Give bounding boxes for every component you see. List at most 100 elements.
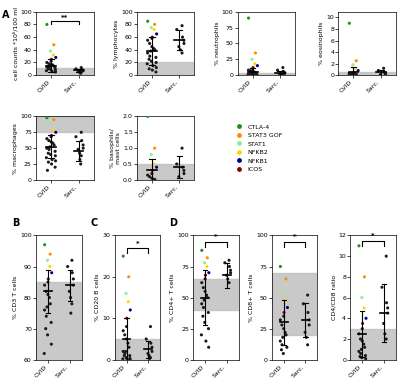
Point [277,264,284,270]
Point [147,323,154,330]
Point [227,267,234,273]
Text: *: * [136,240,139,247]
Point [179,23,185,29]
Point [152,47,158,53]
Point [198,332,205,338]
Point [154,31,160,37]
Point [47,251,53,257]
Point [346,72,352,78]
Point [146,56,152,63]
Point [78,65,84,71]
Point [148,25,154,31]
Y-axis label: % lymphocytes: % lymphocytes [114,19,119,68]
Point [359,355,365,361]
Point [353,57,360,64]
Point [41,350,48,357]
Point [249,56,255,63]
Bar [36,117,94,132]
Point [51,117,57,123]
Point [247,68,254,74]
Point [46,294,52,301]
Point [127,356,133,362]
Point [144,50,151,56]
Point [181,37,187,43]
Point [358,346,364,353]
Point [177,47,184,53]
Point [48,341,54,347]
Point [245,71,252,77]
Point [153,69,159,75]
Point [49,156,55,163]
Text: A: A [2,10,10,20]
Point [44,21,50,27]
Point [53,129,59,135]
Point [45,150,52,156]
Point [252,61,258,67]
Point [251,69,258,75]
Point [46,61,52,67]
Point [123,355,129,361]
Point [147,355,154,361]
Point [226,280,232,286]
Point [351,69,357,75]
Point [43,68,50,74]
Point [144,113,151,120]
Point [179,145,185,151]
Text: B: B [12,218,19,228]
Point [48,161,55,167]
Point [48,66,54,73]
Point [362,352,369,359]
Point [303,334,310,341]
Point [48,132,55,138]
Point [120,356,126,362]
Point [46,264,53,270]
Bar [338,72,396,75]
Point [44,145,50,151]
Point [52,164,58,170]
Point [48,134,54,140]
Point [305,309,311,316]
Point [44,304,50,310]
Point [382,70,389,77]
Point [123,323,130,330]
Point [377,72,384,78]
Bar [193,279,239,310]
Point [48,269,55,276]
Text: C: C [90,218,98,228]
Point [146,174,153,180]
Point [362,355,369,362]
Point [51,41,57,48]
Y-axis label: % CD8+ T cells: % CD8+ T cells [249,273,254,322]
Point [179,34,186,40]
Point [50,126,56,132]
Point [149,67,156,73]
Point [48,58,54,65]
Point [47,63,53,70]
Point [149,170,155,177]
Point [284,344,290,350]
Text: *: * [371,233,375,239]
Point [51,63,57,70]
Point [52,69,59,75]
Bar [36,282,82,360]
Point [359,338,366,344]
Point [51,142,57,148]
Point [80,145,86,151]
Legend: CTLA-4, STAT3 GOF, STAT1, NFKB2, NFKB1, ICOS: CTLA-4, STAT3 GOF, STAT1, NFKB2, NFKB1, … [233,124,282,172]
Point [358,294,365,301]
Point [69,301,75,307]
Point [77,70,83,76]
Point [349,72,356,78]
Point [181,40,187,47]
Point [284,304,291,310]
Point [45,291,51,298]
Point [121,352,128,359]
Point [44,136,50,142]
Point [356,243,362,249]
Point [47,48,54,54]
Point [277,317,284,323]
Point [204,264,210,270]
Point [350,70,357,76]
Point [282,329,288,335]
Point [146,53,153,59]
